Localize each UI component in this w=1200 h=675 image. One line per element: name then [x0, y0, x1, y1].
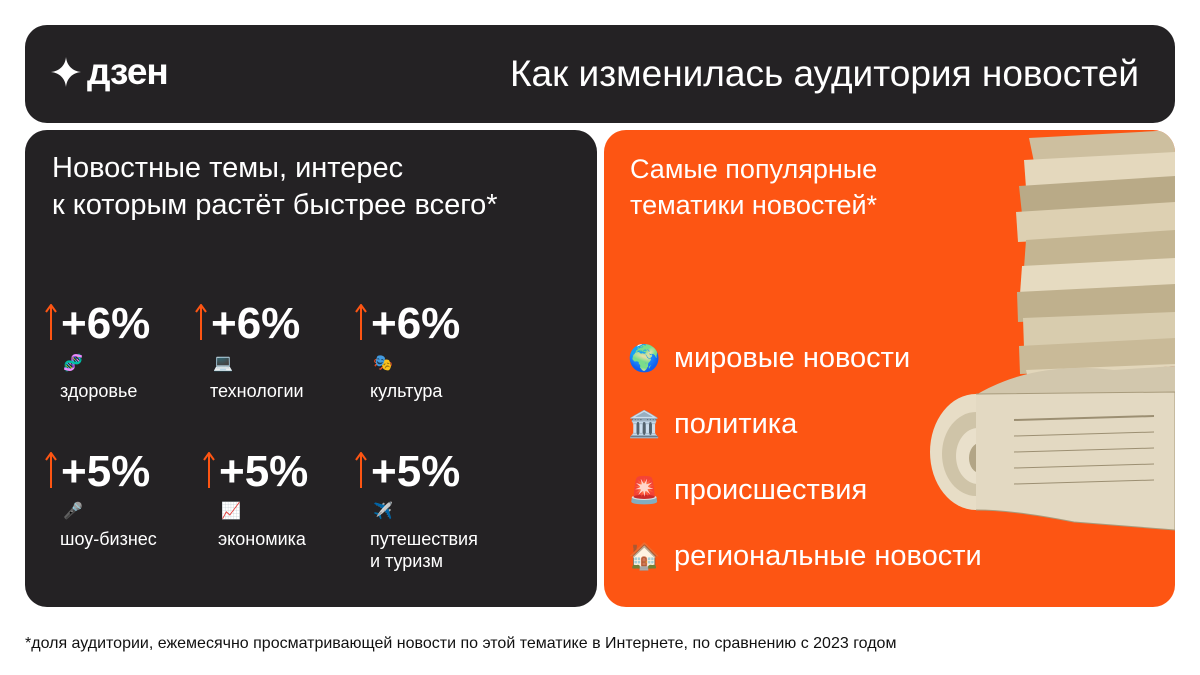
growth-title-line1: Новостные темы, интерес [52, 152, 404, 184]
logo-text: дзен [87, 51, 169, 92]
arrow-up-icon [195, 304, 207, 340]
topic-world-news: 🌍 мировые новости [628, 341, 910, 375]
stat-label: здоровье [60, 381, 138, 401]
classical-building-icon: 🏛️ [628, 409, 661, 439]
arrow-up-icon [203, 452, 215, 488]
topic-politics: 🏛️ политика [628, 407, 797, 441]
topic-label: региональные новости [674, 540, 982, 572]
dzen-logo[interactable]: дзен [51, 51, 169, 92]
stat-label-line1: путешествия [370, 529, 478, 549]
stat-value: +5% [61, 447, 151, 496]
popular-title-line2: тематики новостей* [630, 190, 878, 220]
topic-label: мировые новости [674, 342, 911, 374]
arrow-up-icon [355, 304, 367, 340]
popular-title: Самые популярные тематики новостей* [630, 151, 970, 223]
popular-title-line1: Самые популярные [630, 154, 878, 184]
siren-icon: 🚨 [628, 475, 661, 505]
page-title: Как изменилась аудитория новостей [509, 53, 1139, 94]
topic-incidents: 🚨 происшествия [628, 473, 867, 507]
header-bar: дзен Как изменилась аудитория новостей [25, 25, 1175, 123]
popular-panel: Самые популярные тематики новостей* 🌍 ми… [604, 130, 1175, 607]
stat-value: +6% [61, 299, 151, 348]
growth-panel: Новостные темы, интерес к которым растёт… [25, 130, 597, 607]
newspaper-stack-image [930, 130, 1175, 531]
laptop-icon: 💻 [213, 355, 233, 372]
footnote: *доля аудитории, ежемесячно просматриваю… [25, 635, 897, 652]
topic-regional-news: 🏠 региональные новости [628, 539, 982, 573]
arrow-up-icon [45, 304, 57, 340]
topic-label: происшествия [674, 474, 868, 506]
stat-label: экономика [218, 529, 306, 549]
house-icon: 🏠 [628, 541, 661, 571]
stat-value: +6% [371, 299, 461, 348]
arrow-up-icon [45, 452, 57, 488]
airplane-icon: ✈️ [373, 503, 393, 520]
chart-increasing-icon: 📈 [221, 503, 241, 520]
stat-label: культура [370, 381, 443, 401]
globe-icon: 🌍 [628, 343, 661, 373]
theater-masks-icon: 🎭 [373, 355, 393, 372]
stat-value: +6% [211, 299, 301, 348]
stat-label: шоу-бизнес [60, 529, 157, 549]
stat-value: +5% [371, 447, 461, 496]
arrow-up-icon [355, 452, 367, 488]
stat-value: +5% [219, 447, 309, 496]
stat-label: путешествия и туризм [370, 528, 520, 572]
microphone-icon: 🎤 [63, 503, 83, 520]
growth-title: Новостные темы, интерес к которым растёт… [52, 150, 572, 224]
stat-label: технологии [210, 381, 304, 401]
stat-label-line2: и туризм [370, 551, 443, 571]
growth-title-line2: к которым растёт быстрее всего* [52, 189, 498, 221]
topic-label: политика [674, 408, 798, 440]
sparkle-icon [51, 57, 81, 87]
dna-icon: 🧬 [63, 355, 83, 372]
